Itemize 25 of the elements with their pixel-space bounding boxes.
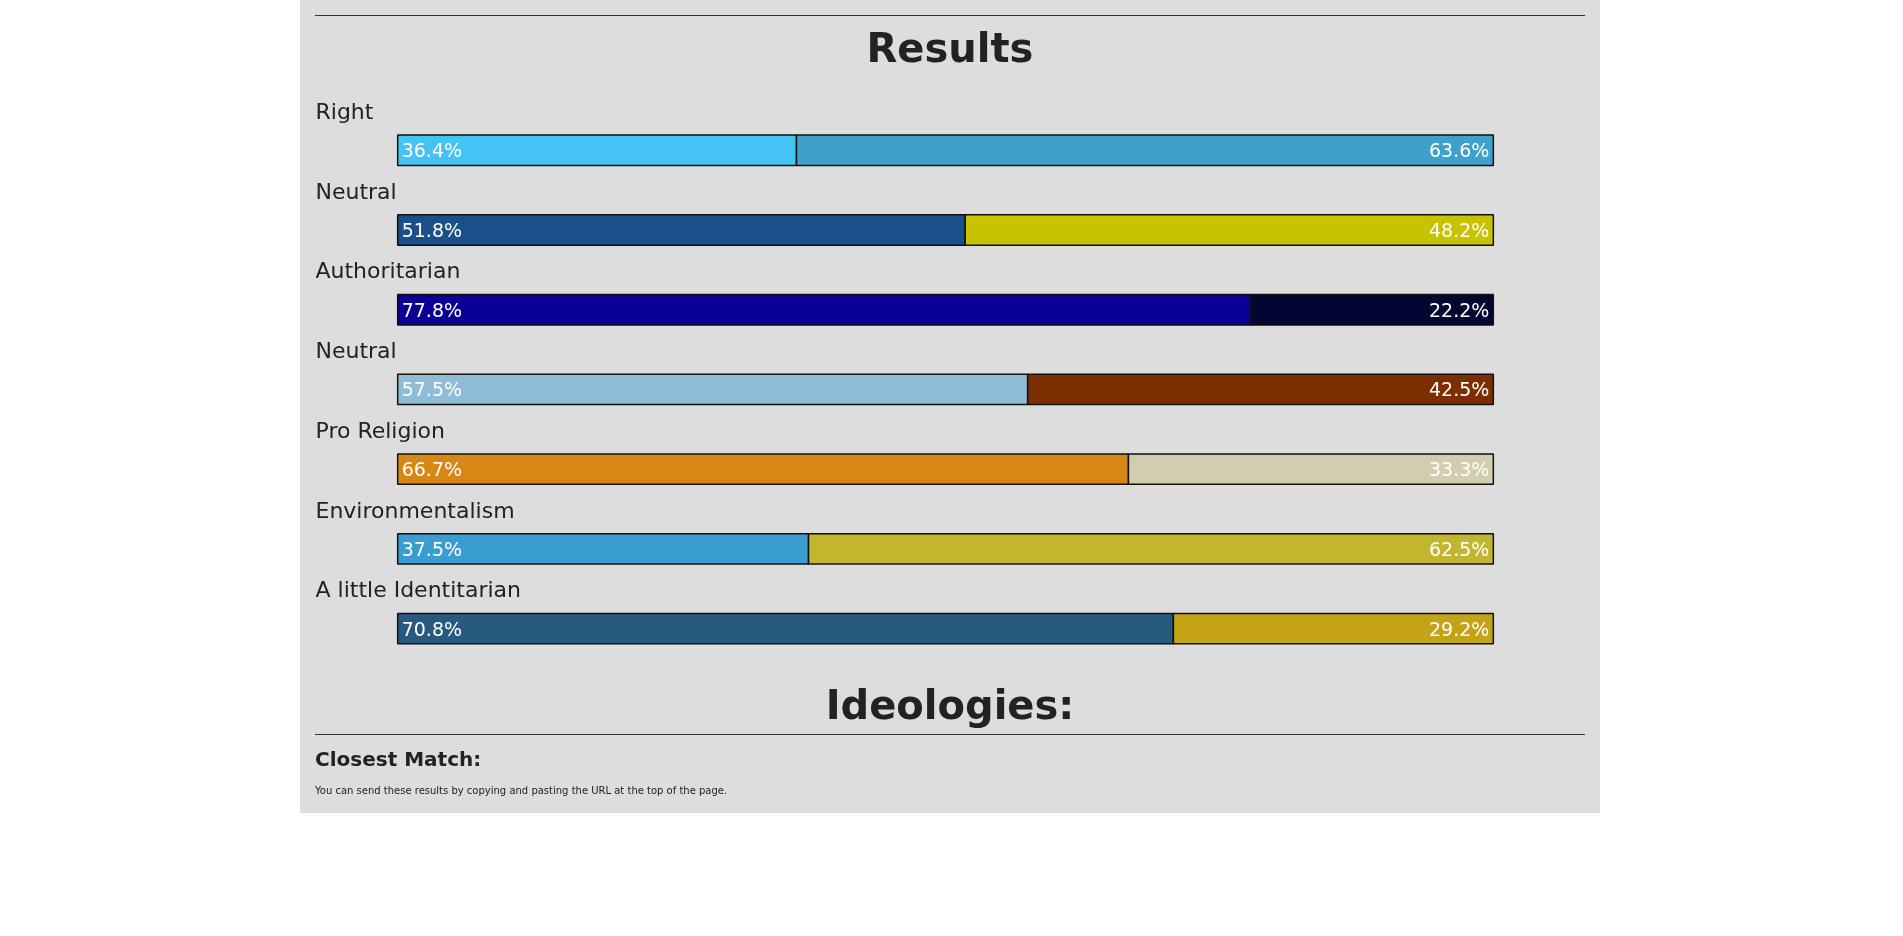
data-label: 37.5% (401, 538, 463, 561)
y-tick-label: Authoritarian (315, 258, 461, 284)
y-tick-label: A little Identitarian (315, 577, 522, 603)
data-label: 77.8% (401, 298, 463, 321)
data-label: 63.6% (1428, 139, 1490, 162)
y-tick-label: Environmentalism (315, 497, 515, 523)
y-tick-label: Neutral (315, 178, 397, 204)
chart-title: Results (866, 24, 1034, 73)
text: Closest Match: (315, 746, 482, 774)
data-label: 62.5% (1428, 538, 1490, 561)
data-label: 33.3% (1428, 458, 1490, 481)
y-tick-label: Pro Religion (315, 418, 445, 444)
data-label: 22.2% (1428, 298, 1490, 321)
data-label: 57.5% (401, 378, 463, 401)
data-label: 66.7% (401, 458, 463, 481)
y-tick-label: Neutral (315, 338, 397, 364)
data-label: 36.4% (401, 139, 463, 162)
data-label: 42.5% (1428, 378, 1490, 401)
data-label: 70.8% (401, 617, 463, 640)
data-label: 51.8% (401, 219, 463, 242)
data-label: 48.2% (1428, 219, 1490, 242)
data-label: 29.2% (1428, 617, 1490, 640)
text: Ideologies: (825, 681, 1075, 731)
text: You can send these results by copying and pasting the URL at the top of the page. (315, 783, 728, 798)
y-tick-label: Right (315, 99, 374, 125)
